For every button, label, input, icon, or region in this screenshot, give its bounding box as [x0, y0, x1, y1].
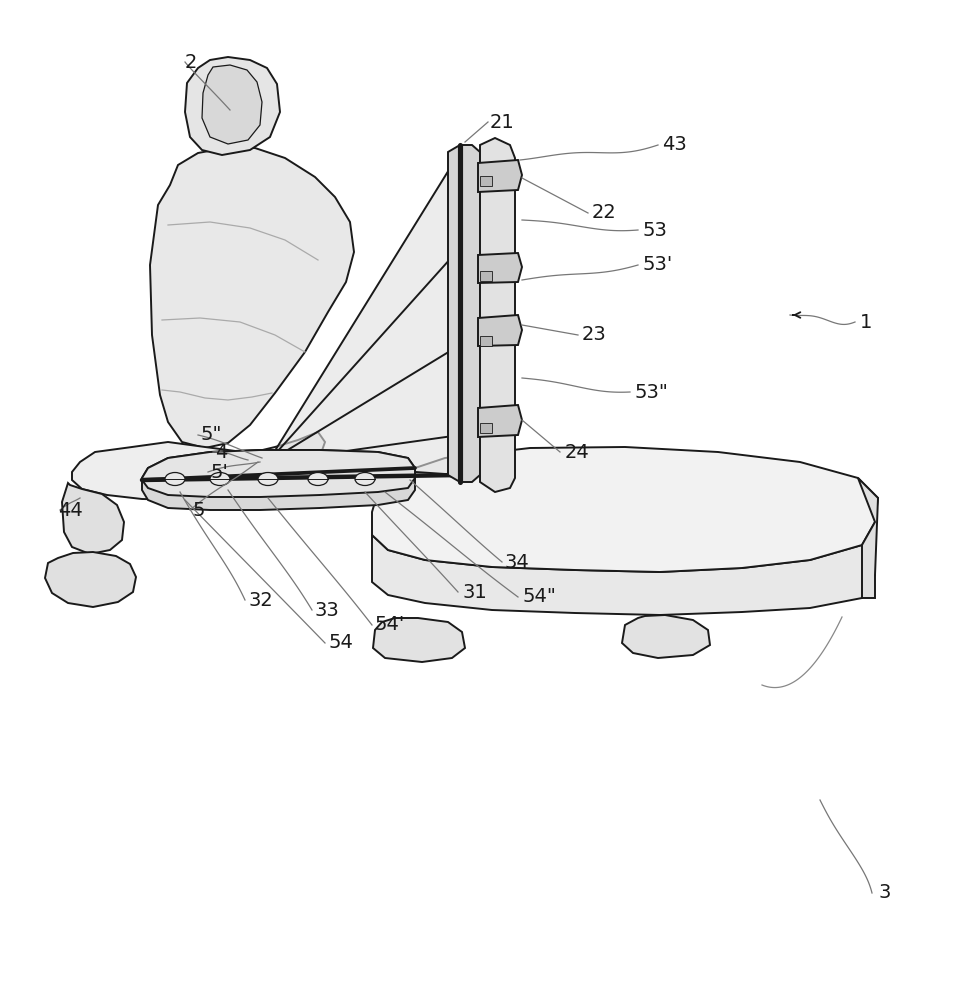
Polygon shape [622, 615, 710, 658]
Ellipse shape [165, 473, 185, 486]
Polygon shape [448, 145, 480, 482]
Text: 54": 54" [522, 587, 556, 606]
Polygon shape [142, 450, 415, 510]
Ellipse shape [210, 473, 230, 486]
Bar [480, 271, 492, 281]
Bar [480, 176, 492, 186]
Text: 53: 53 [642, 221, 667, 239]
Text: 5': 5' [210, 462, 228, 482]
Text: 53': 53' [642, 255, 672, 274]
Bar [480, 423, 492, 433]
Ellipse shape [308, 473, 328, 486]
Text: 3: 3 [878, 884, 890, 902]
Text: 23: 23 [582, 326, 607, 344]
Text: 43: 43 [662, 135, 687, 154]
Text: 54': 54' [375, 615, 405, 635]
Text: 32: 32 [248, 590, 272, 609]
Polygon shape [150, 148, 354, 448]
Text: 5: 5 [192, 500, 204, 520]
Bar [480, 336, 492, 346]
Polygon shape [478, 315, 522, 346]
Polygon shape [478, 405, 522, 437]
Polygon shape [372, 535, 875, 615]
Polygon shape [373, 618, 465, 662]
Polygon shape [185, 57, 280, 155]
Text: 1: 1 [860, 312, 873, 332]
Text: 24: 24 [565, 442, 590, 462]
Ellipse shape [258, 473, 278, 486]
Text: 21: 21 [490, 112, 515, 131]
Polygon shape [478, 160, 522, 192]
Polygon shape [480, 138, 515, 492]
Text: 33: 33 [315, 600, 340, 619]
Text: 53": 53" [635, 382, 668, 401]
Polygon shape [142, 450, 415, 497]
Text: 22: 22 [592, 204, 617, 223]
Text: 4: 4 [215, 442, 228, 462]
Polygon shape [72, 432, 325, 500]
Polygon shape [268, 152, 460, 475]
Text: 44: 44 [58, 500, 83, 520]
Text: 31: 31 [462, 582, 486, 601]
Text: 5": 5" [200, 426, 222, 444]
Polygon shape [45, 552, 136, 607]
Polygon shape [62, 483, 124, 554]
Text: 34: 34 [505, 552, 529, 572]
Polygon shape [858, 478, 878, 598]
Polygon shape [478, 253, 522, 283]
Polygon shape [372, 447, 878, 572]
Text: 2: 2 [185, 52, 198, 72]
Polygon shape [202, 65, 262, 144]
Text: 54: 54 [328, 634, 353, 652]
Ellipse shape [355, 473, 375, 486]
